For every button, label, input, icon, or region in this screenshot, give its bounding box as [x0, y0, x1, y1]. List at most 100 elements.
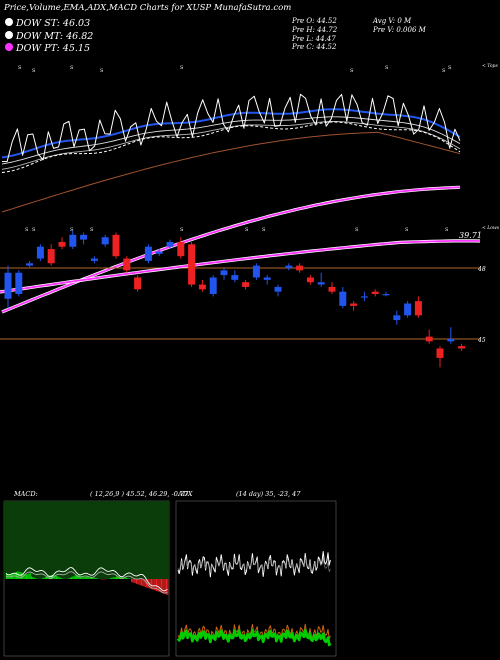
candle-body	[188, 244, 196, 285]
macd-histogram-bar	[76, 575, 77, 579]
macd-histogram-bar	[91, 576, 92, 579]
macd-params: ( 12,26,9 ) 45.52, 46.29, -0.77	[90, 490, 189, 498]
macd-histogram-bar	[139, 579, 141, 586]
ema-fast-line	[1, 108, 461, 159]
candle-body	[15, 272, 23, 295]
candle-body	[382, 294, 390, 296]
macd-histogram-bar	[159, 579, 161, 593]
macd-histogram-bar	[82, 577, 84, 579]
macd-histogram-bar	[54, 575, 56, 579]
macd-histogram-bar	[153, 579, 155, 591]
macd-histogram-bar	[89, 576, 91, 579]
candle-body	[436, 348, 444, 358]
legend-mt-marker	[5, 31, 13, 39]
macd-histogram-bar	[114, 576, 116, 579]
macd-line	[5, 567, 168, 592]
ema-dashed-line	[1, 121, 461, 173]
candle-body	[317, 282, 325, 285]
swing-marker: S	[180, 65, 184, 71]
macd-histogram-bar	[109, 578, 111, 579]
candle-body	[4, 272, 12, 299]
macd-histogram-bar	[164, 579, 166, 595]
low-price-label: 39.71	[459, 231, 482, 240]
macd-histogram-bar	[88, 576, 90, 579]
legend-pt-label: DOW PT: 45.15	[15, 43, 90, 54]
swing-marker: S	[70, 227, 74, 233]
ema-panel: S S S S S S S S SS S S S S S S S S S	[1, 65, 461, 314]
tops-label: < Tops	[482, 63, 498, 69]
adx-line	[176, 628, 332, 647]
candle-body	[36, 246, 44, 259]
macd-histogram-bar	[158, 579, 160, 592]
macd-histogram-bar	[46, 576, 47, 579]
macd-histogram-bar	[147, 579, 149, 588]
legend-mt: DOW MT: 46.82	[5, 31, 93, 42]
swing-marker: S	[355, 227, 359, 233]
macd-histogram-bar	[154, 579, 156, 591]
candle-body	[339, 291, 347, 306]
candle-body	[220, 270, 228, 276]
ohlc-close: Pre C: 44.52	[291, 43, 337, 51]
swing-marker: S	[18, 65, 22, 71]
candle-body	[242, 282, 250, 287]
macd-histogram-bar	[143, 579, 145, 587]
macd-histogram-bar	[144, 579, 146, 587]
macd-histogram-bar	[124, 577, 126, 579]
macd-histogram-bar	[162, 579, 164, 594]
swing-marker: S	[245, 227, 249, 233]
macd-histogram-bar	[42, 578, 44, 579]
dow-pt-ema-line	[1, 186, 461, 313]
swing-marker: S	[70, 65, 74, 71]
macd-histogram-bar	[156, 579, 157, 591]
macd-histogram-bar	[149, 579, 151, 589]
legend-pt: DOW PT: 45.15	[5, 43, 90, 54]
price-line	[1, 93, 461, 163]
candle-body	[166, 241, 174, 247]
macd-histogram-bar	[51, 575, 52, 579]
macd-histogram-bar	[92, 577, 94, 579]
candle-body	[252, 265, 260, 278]
macd-histogram-bar	[93, 577, 95, 579]
chart-title: Price,Volume,EMA,ADX,MACD Charts for XUS…	[3, 3, 291, 13]
macd-histogram-bar	[44, 577, 46, 579]
candle-body	[144, 246, 152, 261]
macd-histogram-bar	[72, 576, 74, 579]
candle-body	[209, 277, 217, 295]
swing-marker: S	[90, 227, 94, 233]
candle-body	[425, 336, 433, 342]
candle-body	[155, 251, 163, 254]
macd-histogram-bar	[86, 576, 87, 579]
swing-marker: S	[32, 68, 36, 74]
macd-histogram-bar	[166, 579, 167, 595]
candle-body	[393, 315, 401, 321]
dow-pt-line-lower	[0, 239, 481, 294]
macd-histogram-bar	[77, 575, 79, 579]
swing-marker: S	[180, 227, 184, 233]
macd-histogram-bar	[116, 576, 117, 579]
candle-body	[274, 286, 282, 292]
candle-body	[296, 265, 304, 271]
candle-body	[58, 241, 66, 247]
macd-histogram-bar	[31, 576, 32, 579]
lows-label: < Lows	[482, 225, 500, 231]
legend-mt-label: DOW MT: 46.82	[15, 31, 93, 42]
prev-volume: Pre V: 0.006 M	[372, 26, 427, 34]
ohlc-open: Pre O: 44.52	[291, 17, 337, 25]
macd-histogram-bar	[161, 579, 162, 593]
macd-histogram-bar	[163, 579, 165, 594]
macd-histogram-bar	[121, 576, 122, 579]
price-level-48-label: 48	[477, 266, 486, 273]
macd-histogram-bar	[26, 574, 27, 579]
macd-chart	[5, 567, 169, 596]
swing-marker: S	[100, 68, 104, 74]
macd-histogram-bar	[43, 577, 45, 579]
candle-body	[123, 258, 131, 271]
swing-marker: S	[25, 227, 29, 233]
macd-histogram-bar	[138, 579, 140, 585]
macd-histogram-bar	[141, 579, 142, 586]
macd-histogram-bar	[157, 579, 159, 592]
macd-histogram-bar	[134, 579, 136, 584]
macd-histogram-bar	[33, 577, 35, 579]
candle-body	[447, 339, 455, 342]
